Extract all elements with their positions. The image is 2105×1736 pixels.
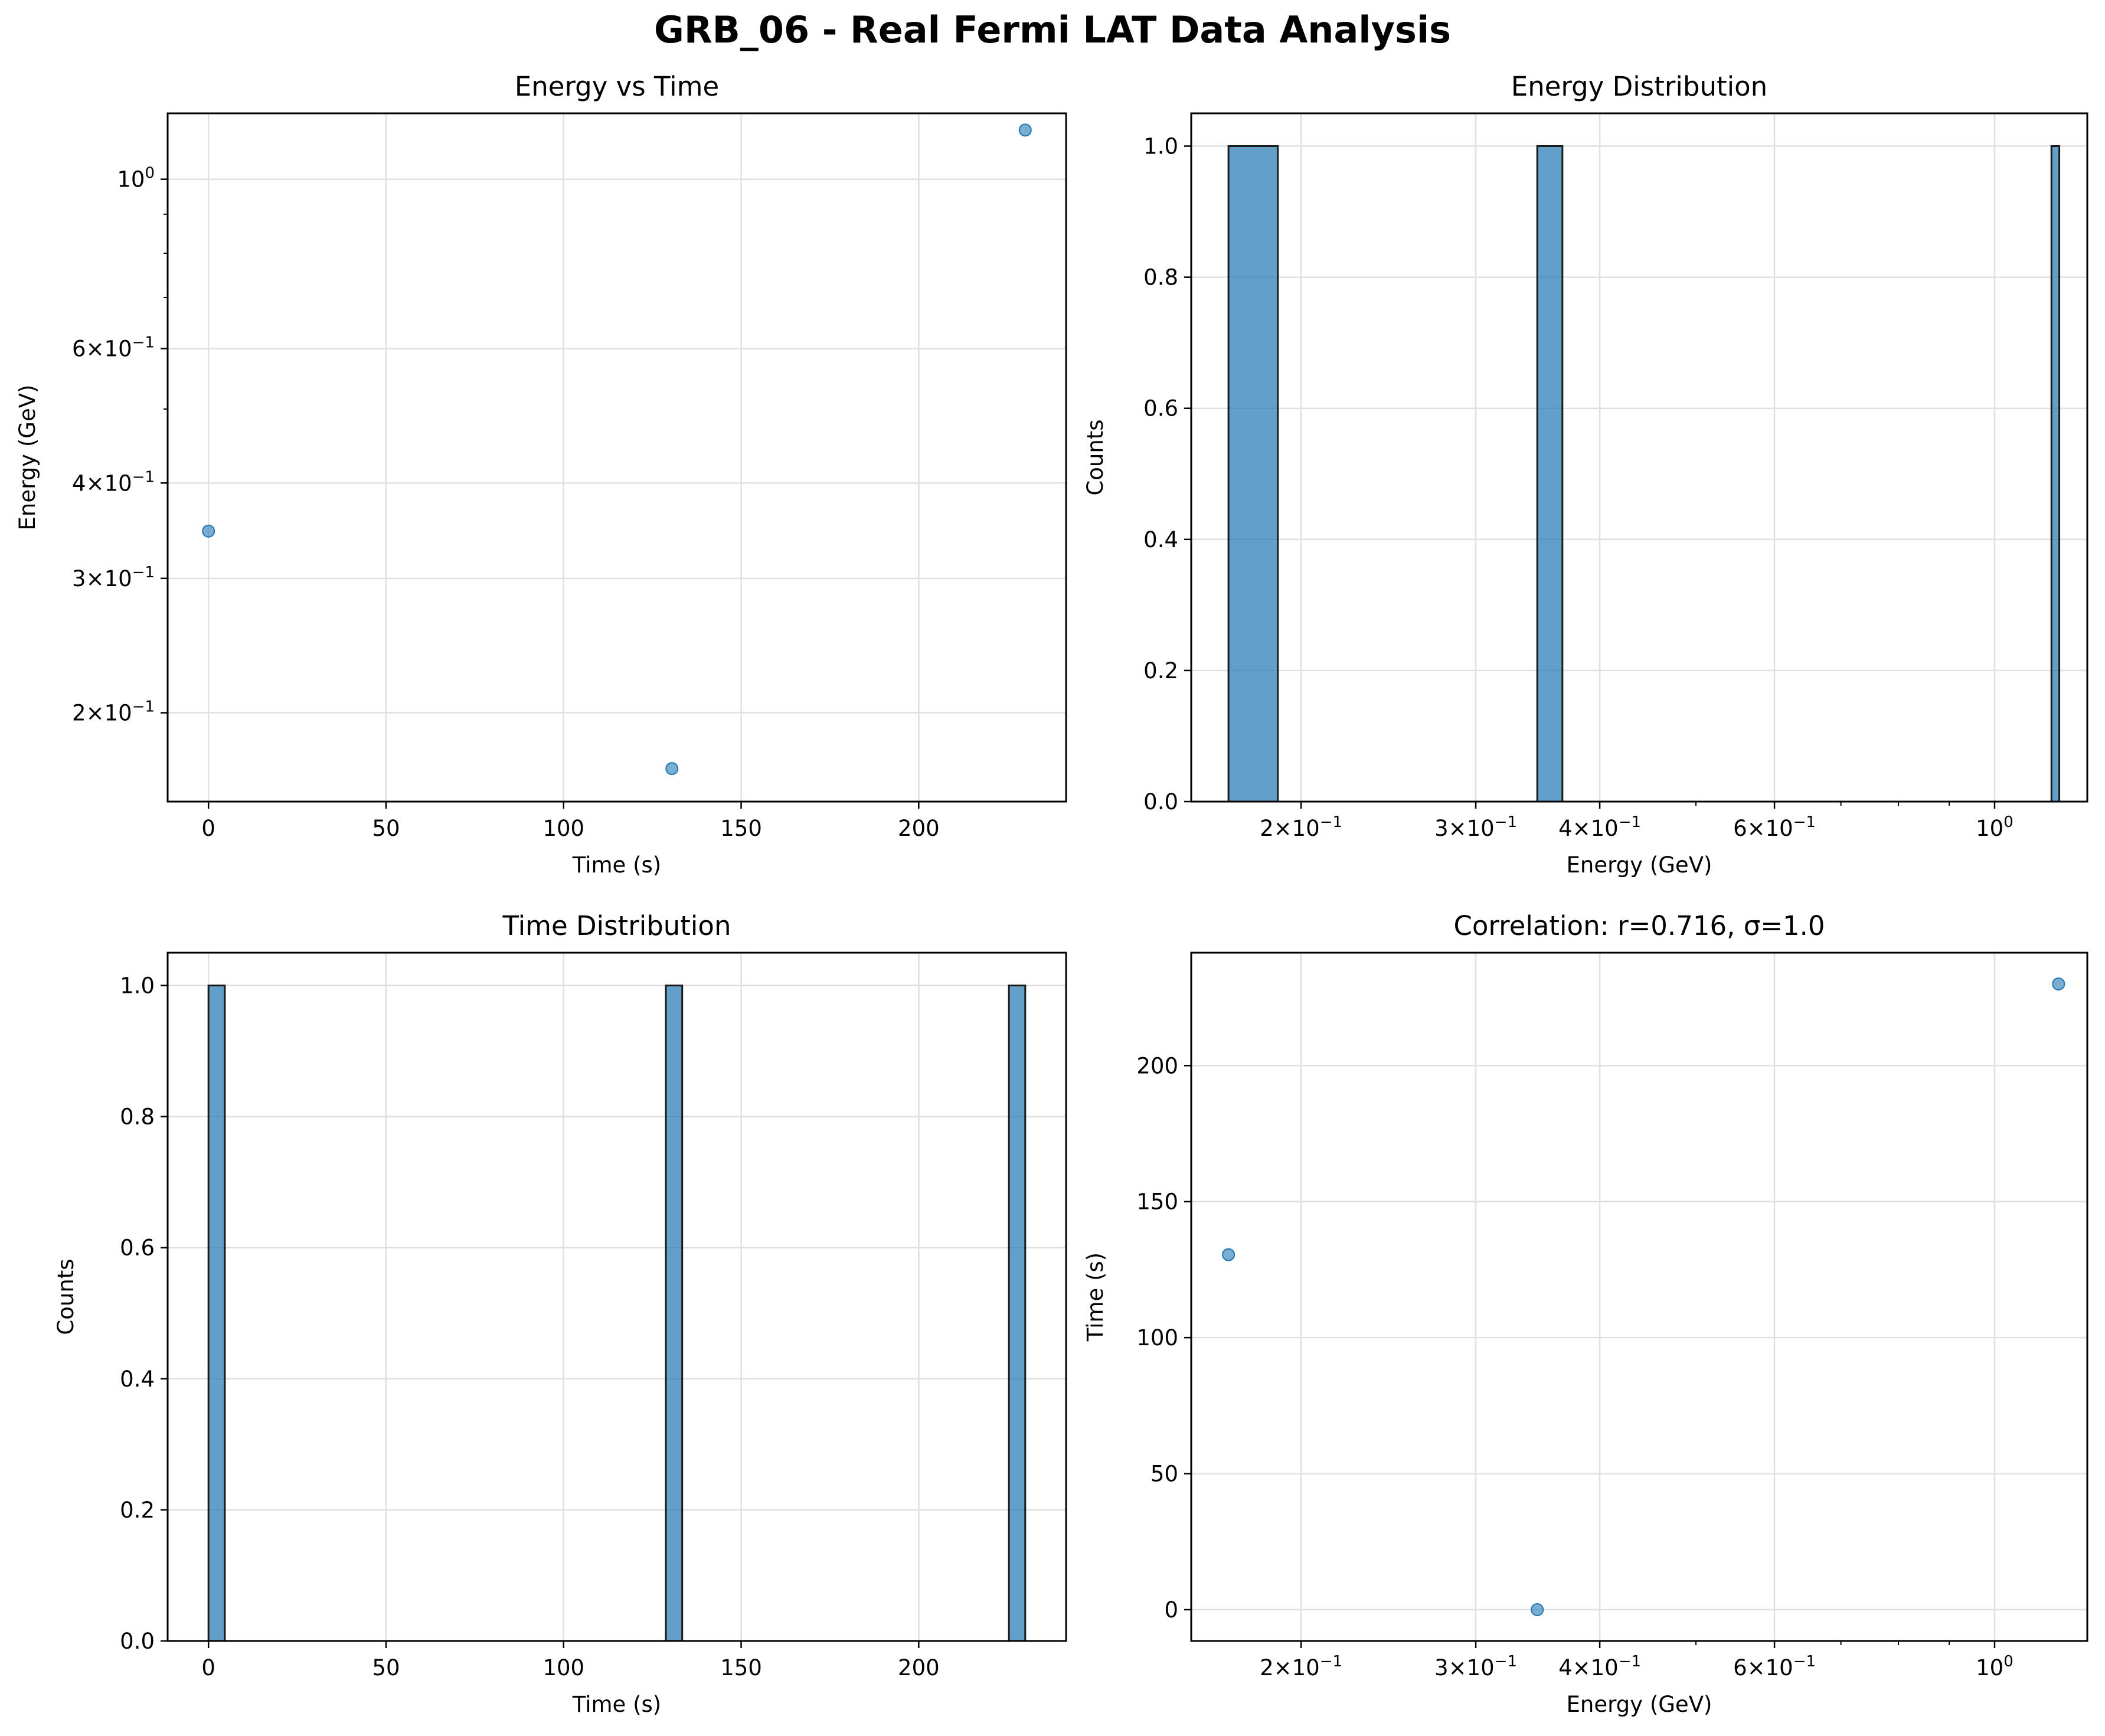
x-tick-label: 150 — [720, 816, 762, 841]
panel-energy-distribution: 2×10−1 3×10−1 4×10−1 6×10−1 100 0.0 0.2 0.4 0.6 0… — [1083, 71, 2088, 878]
y-tick-label: 50 — [1150, 1462, 1178, 1487]
panel-correlation: 2×10−1 3×10−1 4×10−1 6×10−1 100 0 50 100 150 200 C… — [1083, 910, 2088, 1717]
x-tick-label: 200 — [898, 816, 940, 841]
y-tick-label: 0.8 — [1143, 265, 1178, 290]
scatter-point — [665, 762, 679, 776]
y-tick-label: 100 — [1136, 1325, 1178, 1351]
x-tick-label: 100 — [1976, 1653, 2014, 1681]
scatter-point — [2052, 977, 2065, 990]
y-tick-label: 0.2 — [1143, 658, 1178, 684]
y-axis-label: Counts — [1083, 419, 1108, 495]
scatter-point — [1222, 1248, 1235, 1261]
x-tick-label: 200 — [898, 1655, 940, 1681]
x-tick-label: 2×10−1 — [1260, 813, 1342, 841]
y-tick-label: 0.6 — [120, 1235, 155, 1261]
y-tick-label: 2×10−1 — [72, 698, 155, 726]
y-tick-label: 3×10−1 — [72, 564, 155, 591]
x-tick-label: 3×10−1 — [1434, 1653, 1517, 1681]
axes-frame — [1190, 952, 2088, 1642]
histogram-bar — [1008, 985, 1027, 1642]
axes-frame — [166, 952, 1067, 1642]
histogram-bar — [665, 985, 684, 1642]
panel-time-distribution: 0 50 100 150 200 0.0 0.2 0.4 0.6 0.8 1.0 Time Distr… — [53, 910, 1067, 1717]
histogram-bar — [1536, 145, 1564, 803]
x-tick-label: 0 — [201, 816, 215, 841]
x-axis-label: Time (s) — [572, 852, 661, 878]
y-tick-label: 0.0 — [1143, 789, 1178, 815]
panel-title: Energy vs Time — [515, 71, 719, 102]
y-tick-label: 6×10−1 — [72, 334, 155, 362]
axes-frame — [1190, 112, 2088, 803]
x-tick-label: 6×10−1 — [1733, 813, 1816, 841]
x-tick-label: 2×10−1 — [1260, 1653, 1342, 1681]
grid-lines — [168, 113, 1066, 802]
x-axis-label: Energy (GeV) — [1567, 1692, 1712, 1717]
axes-frame — [166, 112, 1067, 803]
grid-lines — [168, 953, 1066, 1642]
y-tick-label: 0.0 — [120, 1629, 155, 1654]
x-tick-label: 100 — [1976, 813, 2014, 841]
y-tick-label: 4×10−1 — [72, 468, 155, 496]
grid-lines — [1191, 953, 2087, 1641]
x-tick-label: 3×10−1 — [1434, 813, 1517, 841]
panel-energy-vs-time: 0 50 100 150 200 2×10−1 3×10−1 4×10−1 6×10−1 100 E… — [15, 71, 1067, 878]
y-axis-label: Energy (GeV) — [15, 385, 40, 531]
x-axis-label: Time (s) — [572, 1692, 661, 1717]
grid-lines — [1191, 113, 2087, 803]
scatter-point — [202, 524, 215, 538]
histogram-bar — [1227, 145, 1279, 803]
scatter-point — [1018, 123, 1032, 137]
y-axis-label: Counts — [53, 1258, 79, 1335]
y-tick-label: 0.2 — [120, 1498, 155, 1523]
x-tick-label: 6×10−1 — [1733, 1653, 1816, 1681]
x-tick-label: 50 — [372, 816, 400, 841]
scatter-point — [1531, 1603, 1544, 1616]
x-tick-label: 4×10−1 — [1558, 1653, 1641, 1681]
panel-title: Time Distribution — [502, 910, 731, 941]
y-tick-label: 1.0 — [120, 973, 155, 999]
figure-title: GRB_06 - Real Fermi LAT Data Analysis — [653, 8, 1452, 51]
y-tick-label: 0.6 — [1143, 396, 1178, 421]
y-tick-label: 200 — [1136, 1053, 1178, 1078]
panel-title: Correlation: r=0.716, σ=1.0 — [1453, 910, 1825, 941]
histogram-bar — [207, 985, 226, 1642]
histogram-bar — [2050, 145, 2061, 803]
x-tick-label: 4×10−1 — [1558, 813, 1641, 841]
panel-title: Energy Distribution — [1511, 71, 1767, 102]
x-tick-label: 150 — [720, 1655, 762, 1681]
y-tick-label: 0.4 — [120, 1366, 155, 1392]
y-tick-label: 100 — [117, 165, 155, 192]
y-tick-label: 0 — [1164, 1597, 1178, 1623]
y-tick-label: 0.4 — [1143, 527, 1178, 552]
x-tick-label: 0 — [201, 1655, 215, 1681]
x-tick-label: 50 — [372, 1655, 400, 1681]
x-tick-label: 100 — [542, 1655, 584, 1681]
y-tick-label: 1.0 — [1143, 134, 1178, 159]
x-axis-label: Energy (GeV) — [1567, 852, 1712, 878]
y-tick-label: 150 — [1136, 1189, 1178, 1215]
y-axis-label: Time (s) — [1083, 1253, 1108, 1342]
x-tick-label: 100 — [542, 816, 584, 841]
y-tick-label: 0.8 — [120, 1104, 155, 1130]
